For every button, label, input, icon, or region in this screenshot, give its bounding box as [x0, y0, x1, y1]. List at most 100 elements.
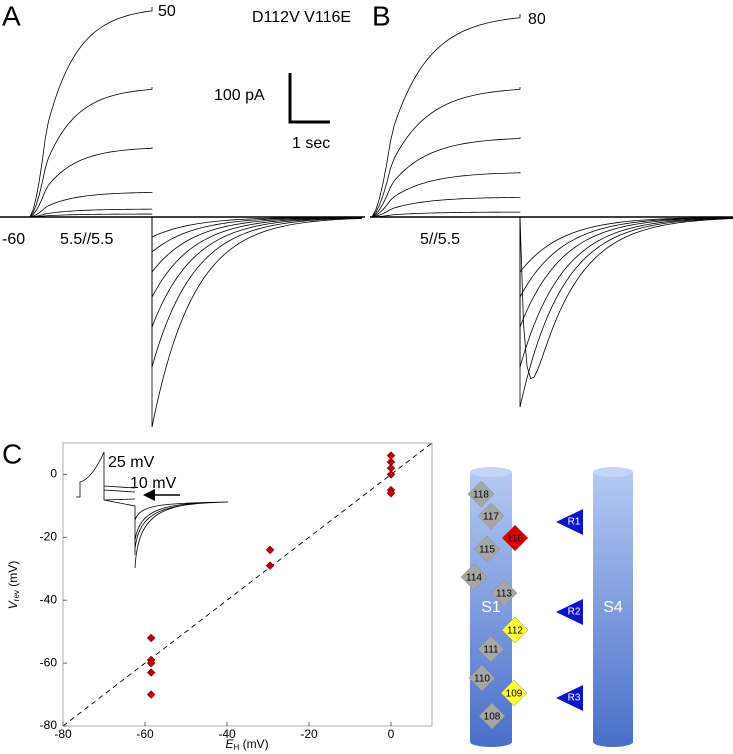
- trace: [519, 217, 733, 368]
- solution-label: 5//5.5: [420, 231, 460, 248]
- trace: [519, 217, 733, 328]
- residue: [477, 635, 505, 663]
- y-tick-label: -20: [40, 530, 58, 544]
- y-axis-label-sub: rev: [12, 590, 21, 601]
- y-axis-unit: (mV): [6, 561, 20, 590]
- data-point: [386, 470, 396, 479]
- y-tick-label: -60: [40, 655, 58, 669]
- residue-label: 110: [474, 674, 490, 685]
- data-point: [146, 668, 156, 677]
- x-tick-label: 0: [388, 727, 395, 741]
- trace: [151, 217, 363, 368]
- trace: [371, 137, 521, 218]
- construct-title: D112V V116E: [252, 9, 351, 26]
- trace: [151, 216, 363, 274]
- x-tick-label: -60: [136, 727, 154, 741]
- residue-label: 113: [496, 589, 512, 600]
- helix: [593, 472, 633, 742]
- current-traces: [0, 7, 733, 428]
- helix-label: S1: [481, 599, 501, 616]
- trace: [519, 217, 733, 408]
- inset-label: 25 mV: [108, 454, 155, 471]
- panel-label: C: [2, 438, 22, 469]
- residue-label: 114: [466, 573, 482, 584]
- charge: [556, 509, 583, 535]
- residue-label: 118: [473, 490, 489, 501]
- trace: [371, 87, 521, 218]
- charge-label: R1: [568, 517, 581, 528]
- data-point: [146, 633, 156, 643]
- scale-x-label: 1 sec: [292, 135, 330, 152]
- step-label: 50: [158, 3, 176, 20]
- y-tick-label: 0: [50, 467, 57, 481]
- helix-label: S4: [603, 599, 623, 616]
- charge: [556, 685, 583, 711]
- trace: [371, 211, 521, 218]
- inset: [76, 451, 229, 569]
- residue: [468, 664, 496, 692]
- residue: [473, 535, 501, 563]
- trace: [29, 147, 153, 218]
- charge-label: R3: [568, 693, 581, 704]
- trace: [151, 217, 363, 328]
- residue-label: 111: [483, 645, 499, 656]
- panel-label: A: [2, 0, 21, 31]
- trace: [371, 172, 521, 218]
- residue: [477, 502, 505, 530]
- scale-y-label: 100 pA: [214, 87, 265, 104]
- residue: [501, 524, 529, 552]
- x-axis-label-main: E: [225, 737, 234, 751]
- x-axis-unit: (mV): [239, 737, 268, 751]
- panel-label: B: [372, 0, 391, 31]
- x-tick-label: -80: [54, 727, 72, 741]
- data-point: [265, 545, 275, 555]
- step-label: 80: [528, 11, 546, 28]
- charge-label: R2: [568, 607, 581, 618]
- residue-label: 112: [507, 626, 523, 637]
- solution-label: 5.5//5.5: [60, 231, 113, 248]
- residue: [478, 702, 506, 730]
- residue-label: 116: [507, 534, 523, 545]
- residue: [467, 480, 495, 508]
- helix-top: [593, 467, 633, 477]
- trace: [519, 216, 733, 380]
- y-tick-label: -40: [40, 592, 58, 606]
- helix-top: [470, 467, 512, 477]
- y-axis-label: Vrev (mV): [6, 561, 21, 609]
- residue: [490, 579, 518, 607]
- y-axis-label-main: V: [6, 600, 20, 609]
- hold-label: -60: [2, 231, 25, 248]
- residue: [501, 616, 529, 644]
- identity-line: [62, 442, 433, 727]
- residue-label: 115: [479, 545, 495, 556]
- trace: [29, 87, 153, 218]
- trace: [519, 216, 733, 274]
- scale-bar: [288, 73, 330, 124]
- residue-label: 109: [506, 689, 523, 700]
- residue-label: 117: [483, 512, 499, 523]
- data-point: [265, 561, 275, 570]
- trace: [151, 217, 363, 428]
- inset-label: 10 mV: [130, 475, 177, 492]
- y-tick-label: -80: [40, 718, 58, 732]
- trace: [29, 213, 153, 218]
- charge: [556, 599, 583, 625]
- trace: [29, 192, 153, 218]
- helix-bottom: [470, 737, 512, 747]
- residue: [460, 563, 488, 591]
- trace: [371, 14, 521, 218]
- trace: [29, 7, 153, 218]
- x-axis-label-sub: H: [233, 743, 239, 752]
- data-point: [146, 690, 156, 699]
- residue-label: 108: [484, 712, 501, 723]
- data-point: [146, 658, 156, 668]
- x-tick-label: -40: [218, 727, 236, 741]
- data-point: [386, 488, 396, 498]
- helix-bottom: [593, 737, 633, 747]
- residue: [500, 679, 528, 707]
- trace: [29, 208, 153, 218]
- x-tick-label: -20: [300, 727, 318, 741]
- trace: [371, 196, 521, 218]
- x-axis-label: EH (mV): [225, 737, 268, 752]
